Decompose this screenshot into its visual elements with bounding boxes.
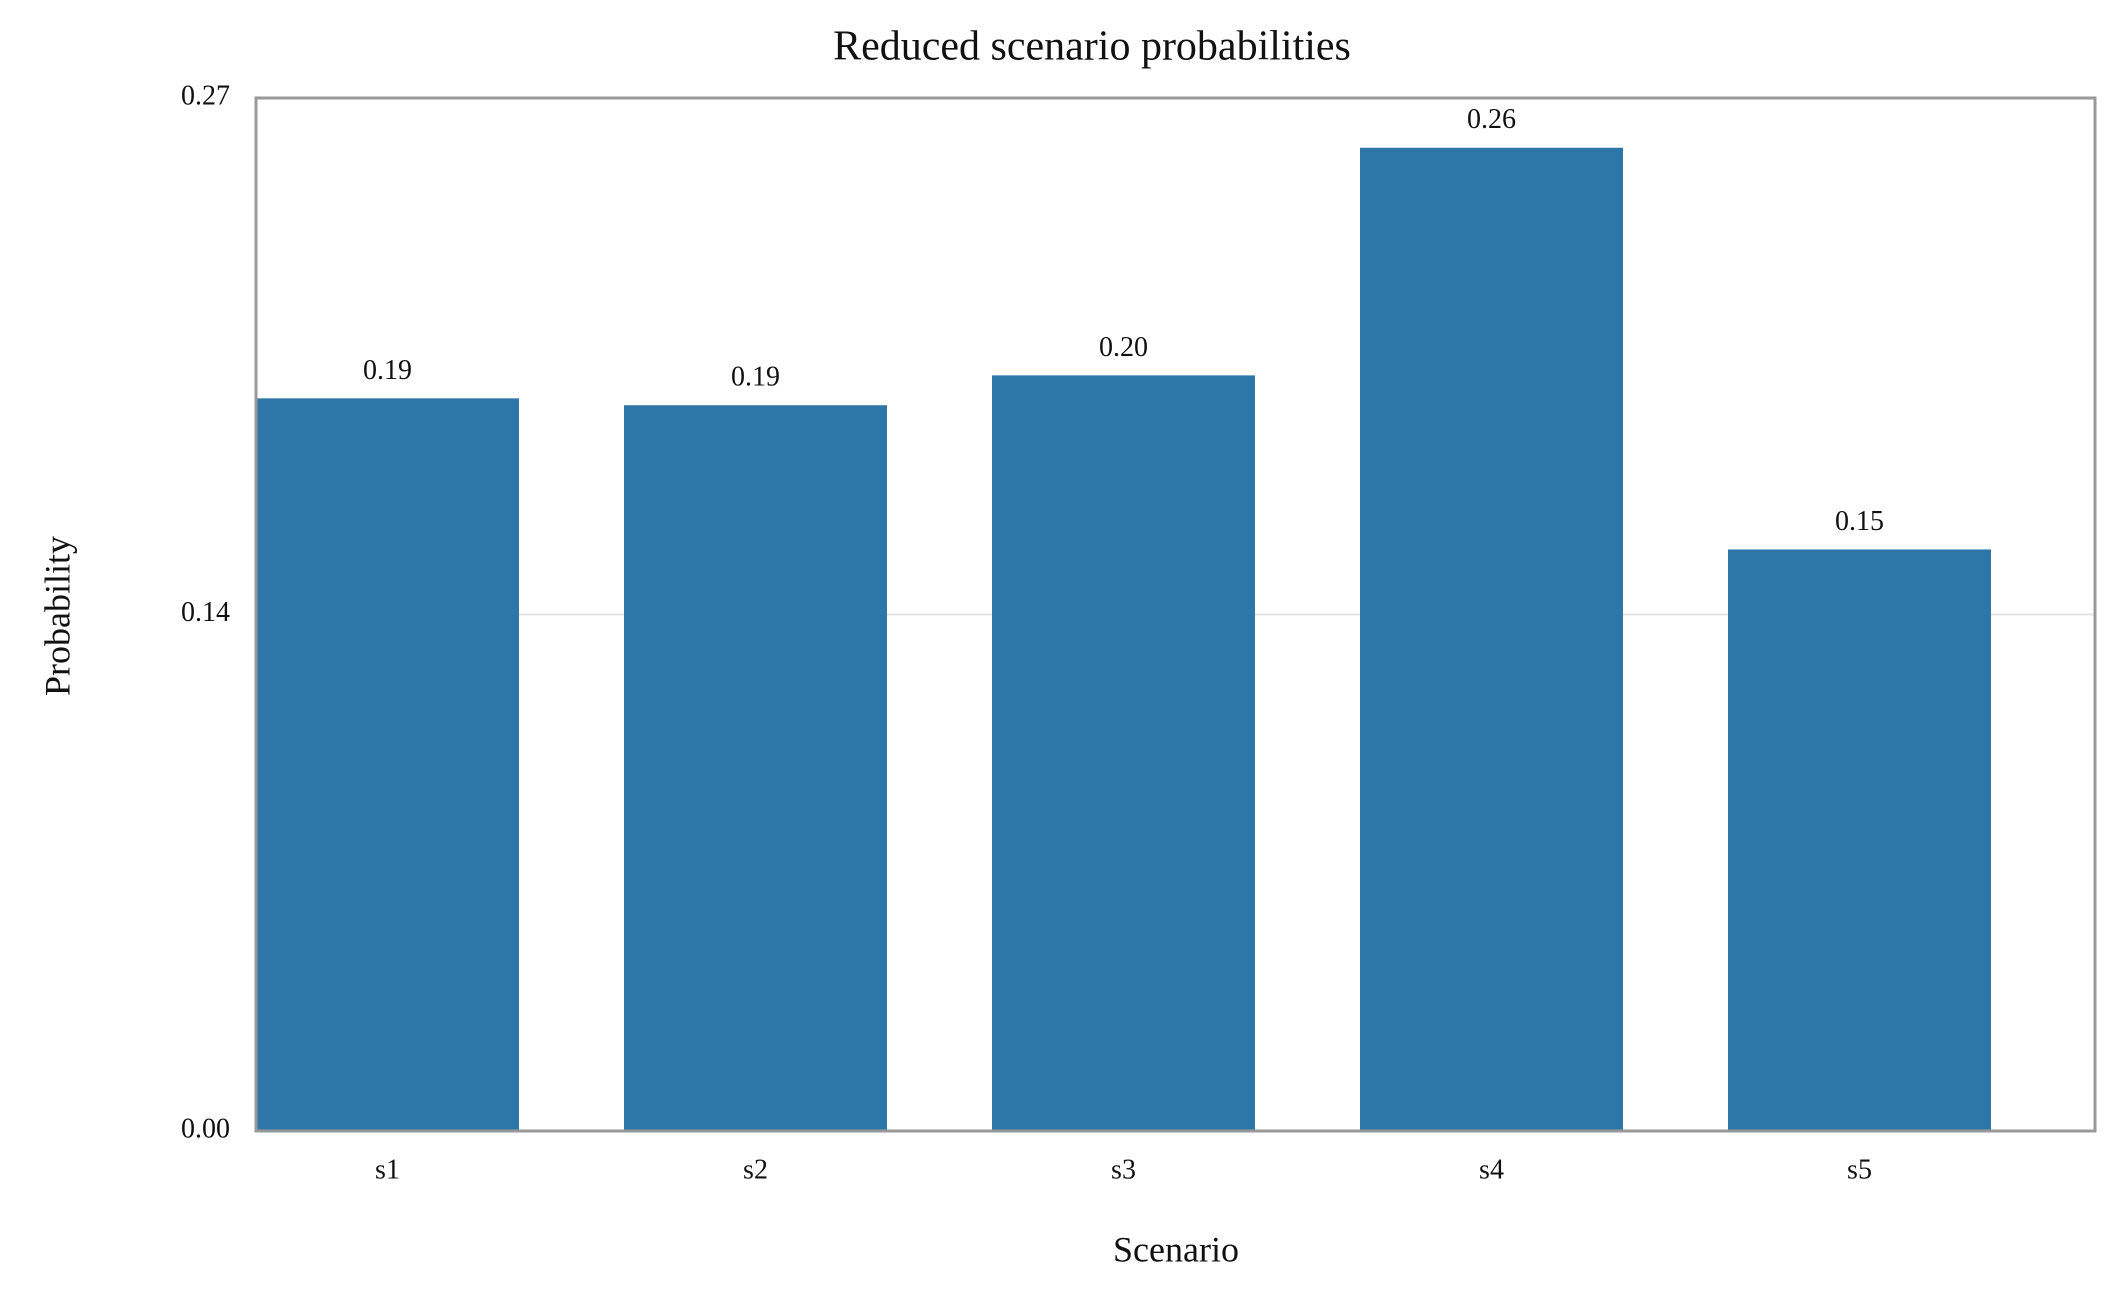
bar <box>1360 147 1623 1131</box>
y-tick-label: 0.27 <box>181 80 230 111</box>
data-label: 0.19 <box>363 355 412 386</box>
x-tick-label: s3 <box>1111 1154 1136 1185</box>
x-tick-label: s5 <box>1847 1154 1872 1185</box>
x-tick-label: s4 <box>1479 1154 1504 1185</box>
x-tick-label: s2 <box>743 1154 768 1185</box>
data-label: 0.20 <box>1099 332 1148 363</box>
plot-frame <box>254 96 2097 1133</box>
y-tick-label: 0.14 <box>181 597 230 628</box>
data-label: 0.15 <box>1835 506 1884 537</box>
data-label: 0.26 <box>1467 104 1516 135</box>
bar <box>624 405 887 1131</box>
bar <box>992 375 1255 1131</box>
x-tick-label: s1 <box>375 1154 400 1185</box>
bar <box>1728 549 1991 1131</box>
data-label: 0.19 <box>731 362 780 393</box>
chart-title: Reduced scenario probabilities <box>833 24 1351 70</box>
bar <box>256 398 519 1131</box>
x-axis-title: Scenario <box>1113 1229 1239 1269</box>
y-tick-label: 0.00 <box>181 1113 230 1144</box>
y-axis-title: Probability <box>37 536 77 696</box>
